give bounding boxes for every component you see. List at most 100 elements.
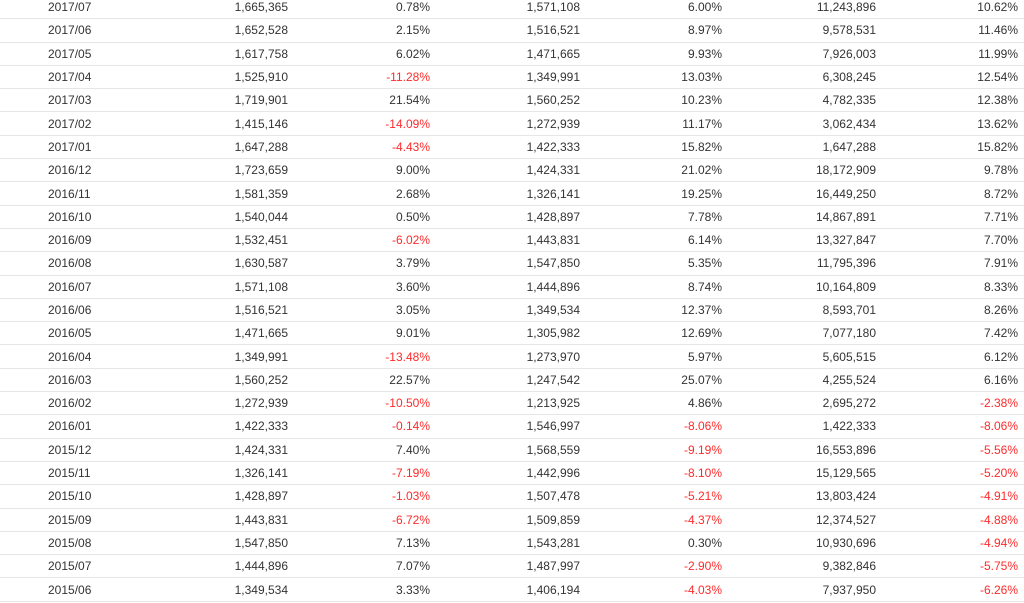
value-cell: 1,560,252 — [140, 368, 290, 393]
cumulative-change-cell: -5.56% — [878, 438, 1024, 462]
prior-change-cell: 13.03% — [582, 65, 728, 90]
value-change-cell: 7.40% — [290, 438, 436, 462]
cumulative-cell: 16,553,896 — [728, 438, 878, 462]
cumulative-change-cell: -5.75% — [878, 554, 1024, 579]
cumulative-change-cell: 9.78% — [878, 158, 1024, 183]
month-cell: 2016/01 — [0, 414, 140, 439]
prior-change-cell: 8.74% — [582, 275, 728, 299]
month-cell: 2016/08 — [0, 251, 140, 276]
cumulative-cell: 14,867,891 — [728, 205, 878, 229]
value-change-cell: 0.78% — [290, 0, 436, 20]
cumulative-change-cell: 8.26% — [878, 298, 1024, 323]
value-cell: 1,525,910 — [140, 65, 290, 90]
cumulative-change-cell: -2.38% — [878, 391, 1024, 416]
prior-value-cell: 1,428,897 — [436, 205, 582, 229]
cumulative-change-cell: 11.99% — [878, 42, 1024, 66]
month-cell: 2017/02 — [0, 111, 140, 136]
table-row: 2015/12 1,424,331 7.40% 1,568,559 -9.19% 16,5… — [0, 438, 1024, 462]
month-cell: 2016/03 — [0, 368, 140, 393]
value-cell: 1,532,451 — [140, 228, 290, 253]
month-cell: 2015/08 — [0, 531, 140, 556]
value-cell: 1,723,659 — [140, 158, 290, 183]
prior-value-cell: 1,568,559 — [436, 438, 582, 462]
cumulative-change-cell: 13.62% — [878, 111, 1024, 136]
value-cell: 1,630,587 — [140, 251, 290, 276]
prior-value-cell: 1,507,478 — [436, 484, 582, 509]
prior-change-cell: 7.78% — [582, 205, 728, 229]
table-row: 2016/05 1,471,665 9.01% 1,305,982 12.69% 7,07… — [0, 321, 1024, 346]
table-row: 2016/04 1,349,991 -13.48% 1,273,970 5.97% 5,6… — [0, 344, 1024, 369]
prior-change-cell: 5.97% — [582, 344, 728, 369]
cumulative-cell: 1,422,333 — [728, 414, 878, 439]
cumulative-cell: 16,449,250 — [728, 181, 878, 206]
value-change-cell: 22.57% — [290, 368, 436, 393]
prior-value-cell: 1,444,896 — [436, 275, 582, 299]
month-cell: 2016/10 — [0, 205, 140, 229]
month-cell: 2017/01 — [0, 135, 140, 160]
table-row: 2016/10 1,540,044 0.50% 1,428,897 7.78% 14,86… — [0, 205, 1024, 229]
prior-value-cell: 1,487,997 — [436, 554, 582, 579]
value-change-cell: 3.79% — [290, 251, 436, 276]
month-cell: 2015/06 — [0, 577, 140, 602]
cumulative-cell: 10,930,696 — [728, 531, 878, 556]
prior-value-cell: 1,305,982 — [436, 321, 582, 346]
value-change-cell: 6.02% — [290, 42, 436, 66]
prior-value-cell: 1,349,534 — [436, 298, 582, 323]
cumulative-cell: 9,578,531 — [728, 18, 878, 43]
value-change-cell: 21.54% — [290, 88, 436, 113]
value-cell: 1,617,758 — [140, 42, 290, 66]
value-cell: 1,547,850 — [140, 531, 290, 556]
prior-value-cell: 1,213,925 — [436, 391, 582, 416]
cumulative-change-cell: 11.46% — [878, 18, 1024, 43]
value-cell: 1,428,897 — [140, 484, 290, 509]
value-cell: 1,647,288 — [140, 135, 290, 160]
table-row: 2017/06 1,652,528 2.15% 1,516,521 8.97% 9,578… — [0, 18, 1024, 43]
prior-change-cell: 12.37% — [582, 298, 728, 323]
value-cell: 1,719,901 — [140, 88, 290, 113]
table-row: 2015/08 1,547,850 7.13% 1,543,281 0.30% 10,93… — [0, 531, 1024, 556]
prior-change-cell: 5.35% — [582, 251, 728, 276]
prior-change-cell: -2.90% — [582, 554, 728, 579]
value-change-cell: 7.07% — [290, 554, 436, 579]
value-change-cell: -11.28% — [290, 65, 436, 90]
value-change-cell: -6.72% — [290, 508, 436, 532]
value-cell: 1,349,534 — [140, 577, 290, 602]
cumulative-cell: 12,374,527 — [728, 508, 878, 532]
value-cell: 1,326,141 — [140, 461, 290, 486]
cumulative-cell: 13,327,847 — [728, 228, 878, 253]
value-change-cell: 7.13% — [290, 531, 436, 556]
cumulative-cell: 7,937,950 — [728, 577, 878, 602]
prior-value-cell: 1,509,859 — [436, 508, 582, 532]
cumulative-cell: 7,926,003 — [728, 42, 878, 66]
cumulative-cell: 13,803,424 — [728, 484, 878, 509]
prior-value-cell: 1,247,542 — [436, 368, 582, 393]
month-cell: 2016/07 — [0, 275, 140, 299]
table-row: 2016/02 1,272,939 -10.50% 1,213,925 4.86% 2,6… — [0, 391, 1024, 416]
table-row: 2015/06 1,349,534 3.33% 1,406,194 -4.03% 7,93… — [0, 577, 1024, 602]
value-change-cell: 3.05% — [290, 298, 436, 323]
table-row: 2016/01 1,422,333 -0.14% 1,546,997 -8.06% 1,4… — [0, 414, 1024, 439]
prior-change-cell: 12.69% — [582, 321, 728, 346]
value-change-cell: -4.43% — [290, 135, 436, 160]
prior-value-cell: 1,422,333 — [436, 135, 582, 160]
value-change-cell: -0.14% — [290, 414, 436, 439]
month-cell: 2017/05 — [0, 42, 140, 66]
prior-change-cell: 0.30% — [582, 531, 728, 556]
prior-change-cell: 11.17% — [582, 111, 728, 136]
month-cell: 2017/04 — [0, 65, 140, 90]
table-row: 2017/04 1,525,910 -11.28% 1,349,991 13.03% 6,… — [0, 65, 1024, 90]
value-cell: 1,415,146 — [140, 111, 290, 136]
cumulative-cell: 2,695,272 — [728, 391, 878, 416]
table-row: 2015/07 1,444,896 7.07% 1,487,997 -2.90% 9,38… — [0, 554, 1024, 579]
month-cell: 2017/06 — [0, 18, 140, 43]
prior-value-cell: 1,443,831 — [436, 228, 582, 253]
value-cell: 1,424,331 — [140, 438, 290, 462]
table-row: 2017/07 1,665,365 0.78% 1,571,108 6.00% 11,24… — [0, 0, 1024, 20]
month-cell: 2016/11 — [0, 181, 140, 206]
prior-value-cell: 1,543,281 — [436, 531, 582, 556]
cumulative-cell: 4,255,524 — [728, 368, 878, 393]
value-cell: 1,422,333 — [140, 414, 290, 439]
month-cell: 2016/02 — [0, 391, 140, 416]
table-row: 2017/01 1,647,288 -4.43% 1,422,333 15.82% 1,6… — [0, 135, 1024, 160]
